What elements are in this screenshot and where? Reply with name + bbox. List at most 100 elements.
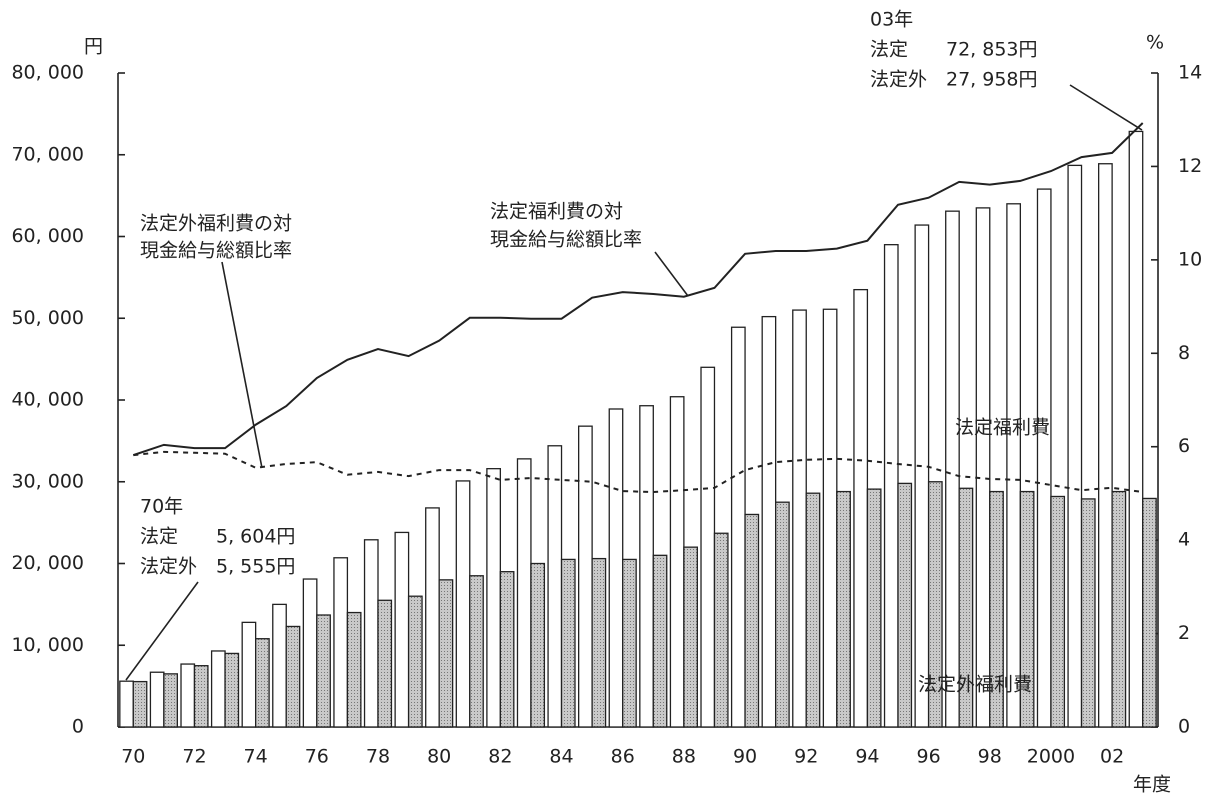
- y-tick-label: 0: [72, 716, 84, 738]
- bar: [486, 468, 502, 728]
- bar: [578, 425, 593, 728]
- bar: [377, 599, 393, 728]
- leader-line: [221, 261, 263, 469]
- bar: [958, 487, 974, 728]
- bar: [774, 501, 790, 728]
- y2-unit: %: [1146, 32, 1164, 54]
- annotation: 法定外 27, 958円: [870, 69, 1038, 91]
- x-tick-label: 88: [672, 746, 696, 768]
- y2-tick-label: 6: [1178, 435, 1190, 457]
- bar: [761, 315, 777, 728]
- x-tick-label: 92: [794, 746, 818, 768]
- bar: [591, 557, 607, 728]
- bar: [560, 558, 576, 728]
- annotation: 法定 72, 853円: [870, 39, 1038, 61]
- annotation: 法定 5, 604円: [140, 526, 295, 548]
- bar: [469, 575, 484, 728]
- x-axis-label: 年度: [1133, 774, 1171, 796]
- bar: [346, 611, 362, 728]
- y-tick-label: 40, 000: [11, 389, 84, 411]
- y-tick-label: 80, 000: [11, 62, 84, 84]
- annotation: 03年: [870, 9, 913, 31]
- line: [133, 450, 1143, 494]
- bar: [333, 557, 349, 728]
- x-tick-label: 02: [1100, 746, 1124, 768]
- bar: [822, 308, 838, 728]
- line: [132, 122, 1144, 457]
- x-tick-label: 82: [488, 746, 512, 768]
- bar: [272, 603, 287, 728]
- y-tick-label: 60, 000: [11, 225, 84, 247]
- y2-tick-label: 8: [1178, 342, 1190, 364]
- bar: [639, 405, 654, 728]
- bar: [866, 488, 882, 728]
- bar: [499, 571, 515, 728]
- bar: [730, 326, 746, 728]
- bar: [530, 562, 546, 728]
- bar: [792, 309, 807, 728]
- bar: [652, 554, 668, 728]
- series-label: 現金給与総額比率: [140, 240, 292, 262]
- y2-tick-label: 10: [1178, 248, 1202, 270]
- bar: [1098, 163, 1113, 728]
- bar: [1080, 498, 1096, 728]
- series-label: 法定外福利費: [918, 674, 1032, 696]
- bar: [927, 481, 943, 728]
- x-tick-label: 94: [855, 746, 879, 768]
- bar: [438, 579, 454, 728]
- bar: [883, 244, 899, 728]
- y2-tick-label: 0: [1178, 716, 1190, 738]
- y2-tick-label: 2: [1178, 622, 1190, 644]
- series-label: 現金給与総額比率: [490, 229, 642, 251]
- y-tick-label: 20, 000: [11, 552, 84, 574]
- bar: [805, 492, 821, 728]
- y2-tick-label: 14: [1178, 62, 1202, 84]
- annotation: 70年: [140, 496, 183, 518]
- x-tick-label: 74: [244, 746, 268, 768]
- bar: [407, 595, 423, 728]
- bar: [302, 578, 318, 728]
- x-tick-label: 98: [978, 746, 1002, 768]
- bar: [853, 288, 869, 728]
- bar: [241, 621, 257, 728]
- x-tick-label: 96: [916, 746, 940, 768]
- bar: [975, 207, 991, 728]
- bar: [132, 680, 148, 728]
- series-label: 法定外福利費の対: [140, 213, 292, 235]
- bar: [210, 650, 226, 728]
- y2-tick-label: 4: [1178, 529, 1190, 551]
- bar: [669, 396, 685, 728]
- x-tick-label: 70: [121, 746, 145, 768]
- y-tick-label: 70, 000: [11, 143, 84, 165]
- bar: [700, 366, 716, 728]
- bar: [1111, 490, 1127, 728]
- series-label: 法定福利費の対: [490, 201, 623, 223]
- bar: [163, 673, 178, 728]
- bar: [149, 671, 165, 728]
- leader-line: [654, 251, 689, 297]
- bar: [945, 210, 960, 728]
- bar: [713, 532, 729, 728]
- x-tick-label: 90: [733, 746, 757, 768]
- bar: [744, 513, 760, 728]
- bar: [363, 539, 379, 728]
- bar: [425, 507, 440, 728]
- bar: [1050, 495, 1066, 728]
- bar: [608, 408, 624, 728]
- x-tick-label: 80: [427, 746, 451, 768]
- leader-line: [125, 581, 199, 681]
- bar: [254, 638, 270, 728]
- bar: [1067, 164, 1083, 728]
- bar: [316, 614, 331, 728]
- bar: [224, 652, 240, 728]
- leader-line: [1069, 84, 1143, 131]
- y-tick-label: 30, 000: [11, 470, 84, 492]
- annotation: 法定外 5, 555円: [140, 556, 295, 578]
- x-tick-label: 86: [611, 746, 635, 768]
- bar: [516, 458, 532, 728]
- bar: [180, 663, 196, 728]
- bar: [1128, 130, 1144, 728]
- x-tick-label: 2000: [1027, 746, 1075, 768]
- bar: [897, 482, 913, 728]
